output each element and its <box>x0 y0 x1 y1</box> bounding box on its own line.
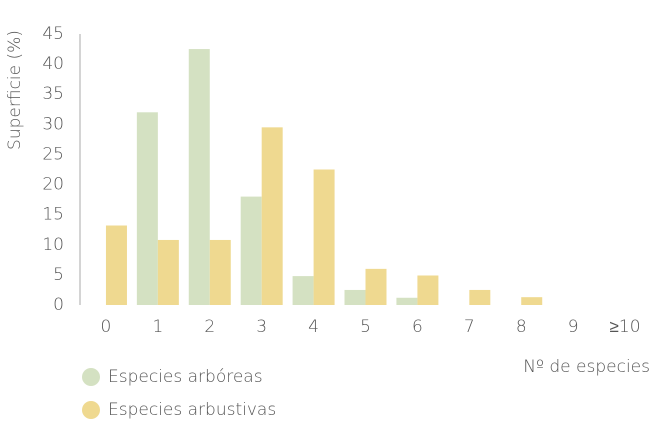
x-tick-label: 9 <box>568 317 579 337</box>
bar <box>365 268 387 305</box>
bar <box>136 112 158 306</box>
bar <box>417 275 439 305</box>
y-tick-label: 40 <box>42 54 64 74</box>
x-tick-label: 4 <box>308 317 319 337</box>
x-tick-label: ≥10 <box>610 317 641 337</box>
bar <box>105 225 127 305</box>
bar <box>396 297 418 305</box>
bar <box>469 289 491 305</box>
y-tick-label: 0 <box>53 295 64 315</box>
x-tick-label: 3 <box>256 317 267 337</box>
y-tick-label: 5 <box>53 265 64 285</box>
legend-swatch <box>82 401 100 419</box>
bar <box>313 169 335 305</box>
y-tick-label: 15 <box>42 205 64 225</box>
y-tick-label: 20 <box>42 175 64 195</box>
legend-label: Especies arbóreas <box>108 367 263 387</box>
x-tick-label: 1 <box>152 317 163 337</box>
x-tick-label: 5 <box>360 317 371 337</box>
y-tick-label: 35 <box>42 84 64 104</box>
y-axis-label: Superficie (%) <box>5 30 25 150</box>
bar <box>521 297 543 305</box>
bar <box>209 239 231 305</box>
bar <box>261 127 283 305</box>
bar <box>188 49 210 305</box>
y-tick-label: 10 <box>42 235 64 255</box>
x-tick-label: 0 <box>101 317 112 337</box>
y-tick-label: 25 <box>42 144 64 164</box>
bar <box>157 239 179 305</box>
y-tick-label: 45 <box>42 24 64 44</box>
y-tick-label: 30 <box>42 114 64 134</box>
bar <box>344 289 366 305</box>
x-tick-label: 2 <box>204 317 215 337</box>
x-tick-label: 7 <box>464 317 475 337</box>
legend-swatch <box>82 368 100 386</box>
bar <box>292 276 314 305</box>
legend-label: Especies arbustivas <box>108 400 276 420</box>
x-axis-label: Nº de especies <box>523 357 650 377</box>
x-tick-label: 8 <box>516 317 527 337</box>
x-tick-label: 6 <box>412 317 423 337</box>
bar <box>240 196 262 305</box>
